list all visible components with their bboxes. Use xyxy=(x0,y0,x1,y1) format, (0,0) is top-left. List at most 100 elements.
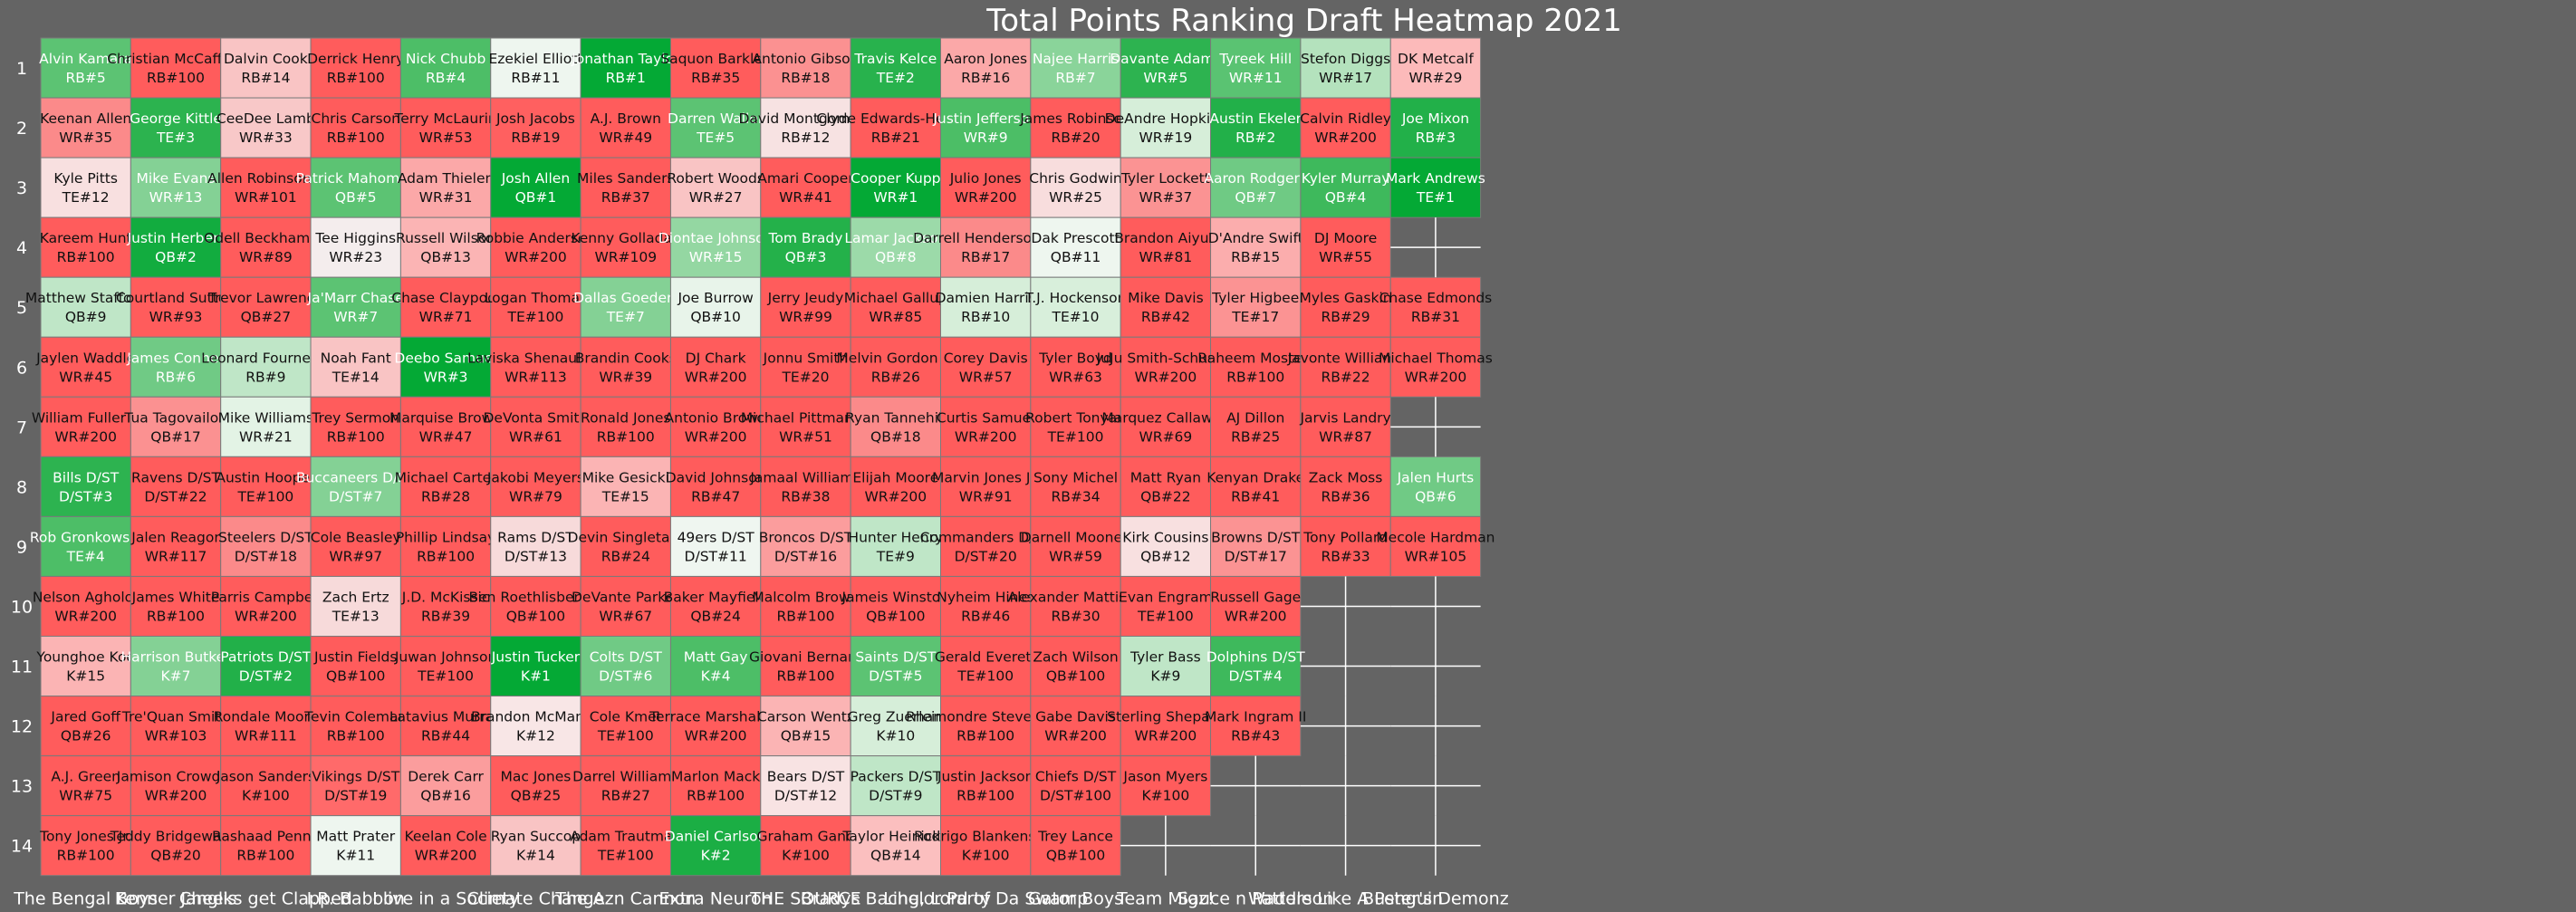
cell-rect xyxy=(40,157,131,218)
heatmap-cell: CeeDee Lamb WR#33 xyxy=(216,97,315,158)
cell-rect xyxy=(760,157,851,218)
team-label: Waddle Like A Penguin xyxy=(1248,889,1443,909)
cell-rect xyxy=(40,396,131,457)
cell-player-name: Deebo Samuel xyxy=(394,350,496,366)
cell-rect xyxy=(669,157,762,218)
heatmap-cell: Greg Zuerlein K#10 xyxy=(847,696,944,757)
cell-player-name: Travis Kelce xyxy=(853,51,937,67)
heatmap-cell: Adam Trautman TE#100 xyxy=(570,815,681,877)
heatmap-cell: Jonathan Taylor RB#1 xyxy=(571,37,680,99)
cell-position-rank: WR#63 xyxy=(1049,369,1102,385)
cell-player-name: Justin Jefferson xyxy=(932,110,1038,127)
cell-position-rank: K#12 xyxy=(516,728,555,744)
cell-position-rank: RB#16 xyxy=(961,70,1010,86)
cell-player-name: Adam Thielen xyxy=(398,170,495,187)
cell-rect xyxy=(940,515,1032,577)
heatmap-cell: Saquon Barkley RB#35 xyxy=(660,37,771,99)
team-label: Bradys Bachelor Party xyxy=(801,889,991,909)
heatmap-cell: Buccaneers D/ST D/ST#7 xyxy=(296,456,416,517)
heatmap-cell: Michael Gallup WR#85 xyxy=(844,276,947,338)
cell-player-name: J.D. McKissic xyxy=(401,589,490,605)
cell-rect xyxy=(310,97,401,158)
heatmap-cell: AJ Dillon RB#25 xyxy=(1210,396,1302,457)
cell-player-name: Calvin Ridley xyxy=(1300,110,1391,127)
cell-player-name: Joe Mixon xyxy=(1401,110,1469,127)
heatmap-cell: Tyler Lockett WR#37 xyxy=(1120,157,1212,218)
cell-position-rank: WR#67 xyxy=(599,608,652,624)
heatmap-cell: DJ Moore WR#55 xyxy=(1300,216,1391,278)
cell-rect xyxy=(669,37,762,99)
cell-rect xyxy=(1030,515,1121,577)
heatmap-cell: Darnell Mooney WR#59 xyxy=(1021,515,1130,577)
cell-player-name: Buccaneers D/ST xyxy=(296,469,416,485)
cell-player-name: Elijah Moore xyxy=(852,469,938,485)
cell-player-name: D'Andre Swift xyxy=(1208,230,1303,246)
cell-position-rank: QB#9 xyxy=(65,309,107,325)
cell-position-rank: WR#85 xyxy=(869,309,922,325)
heatmap-cell: Tevin Coleman RB#100 xyxy=(303,696,407,757)
heatmap-cell: Christian McCaffrey RB#100 xyxy=(107,37,245,99)
cell-position-rank: WR#111 xyxy=(235,728,297,744)
heatmap-cell: Parris Campbell WR#200 xyxy=(211,575,321,638)
cell-rect xyxy=(850,336,942,398)
cell-position-rank: WR#71 xyxy=(419,309,473,325)
round-label: 12 xyxy=(11,717,33,737)
cell-player-name: Dalvin Cook xyxy=(224,51,308,67)
cell-rect xyxy=(669,336,762,398)
heatmap-cell: Younghoe Koo K#15 xyxy=(35,636,135,697)
cell-player-name: Jason Myers xyxy=(1122,769,1207,785)
cell-position-rank: D/ST#11 xyxy=(685,548,747,564)
cell-player-name: Rodrigo Blankenship xyxy=(914,829,1057,845)
cell-rect xyxy=(940,396,1032,457)
cell-position-rank: RB#44 xyxy=(421,728,470,744)
cell-position-rank: WR#200 xyxy=(955,189,1017,206)
cell-rect xyxy=(1210,696,1302,757)
cell-player-name: DeVonta Smith xyxy=(484,409,589,426)
cell-rect xyxy=(580,755,671,817)
cell-rect xyxy=(130,696,222,757)
cell-player-name: Latavius Murray xyxy=(389,709,502,725)
cell-player-name: Ezekiel Elliott xyxy=(488,51,582,67)
heatmap-cell: Jakobi Meyers WR#79 xyxy=(486,456,584,517)
cell-player-name: Jamison Crowder xyxy=(116,769,235,785)
cell-position-rank: QB#100 xyxy=(866,608,925,624)
cell-rect xyxy=(40,575,131,638)
cell-position-rank: WR#97 xyxy=(329,548,382,564)
heatmap-cell: Jason Myers K#100 xyxy=(1120,755,1212,817)
cell-player-name: Chiefs D/ST xyxy=(1035,769,1117,785)
cell-player-name: Dak Prescott xyxy=(1031,230,1120,246)
cell-rect xyxy=(1120,396,1212,457)
cell-rect xyxy=(130,97,222,158)
cell-player-name: Tony Pollard xyxy=(1302,529,1388,545)
cell-player-name: Mike Williams xyxy=(218,409,313,426)
cell-player-name: Ben Roethlisberger xyxy=(469,589,603,605)
cell-player-name: Matt Prater xyxy=(316,829,396,845)
heatmap-cell: Alexander Mattison RB#30 xyxy=(1007,575,1144,638)
cell-position-rank: QB#18 xyxy=(870,428,921,445)
cell-player-name: Lamar Jackson xyxy=(844,230,947,246)
heatmap-cell: Zack Moss RB#36 xyxy=(1300,456,1391,517)
heatmap-cell: Mike Evans WR#13 xyxy=(130,157,222,218)
cell-player-name: Packers D/ST xyxy=(851,769,942,785)
cell-rect xyxy=(850,216,942,278)
cell-position-rank: RB#31 xyxy=(1411,309,1460,325)
cell-player-name: Teddy Bridgewater xyxy=(110,829,242,845)
cell-player-name: Greg Zuerlein xyxy=(847,709,944,725)
cell-rect xyxy=(580,216,671,278)
cell-position-rank: WR#109 xyxy=(594,249,657,265)
cell-position-rank: RB#10 xyxy=(961,309,1010,325)
cell-rect xyxy=(220,157,312,218)
cell-position-rank: RB#100 xyxy=(776,608,834,624)
cell-player-name: Michael Carter xyxy=(395,469,498,485)
cell-rect xyxy=(1210,575,1302,638)
cell-position-rank: WR#27 xyxy=(689,189,743,206)
cell-rect xyxy=(220,636,312,697)
team-label: The Bengal Boys xyxy=(13,889,158,909)
heatmap-cell: Ja'Marr Chase WR#7 xyxy=(307,276,404,338)
cell-position-rank: RB#7 xyxy=(1055,70,1095,86)
cell-position-rank: WR#200 xyxy=(685,369,747,385)
cell-player-name: Laviska Shenault Jr. xyxy=(467,350,604,366)
cell-rect xyxy=(669,815,762,877)
cell-player-name: Jerry Jeudy xyxy=(767,290,844,306)
cell-position-rank: RB#5 xyxy=(66,70,106,86)
